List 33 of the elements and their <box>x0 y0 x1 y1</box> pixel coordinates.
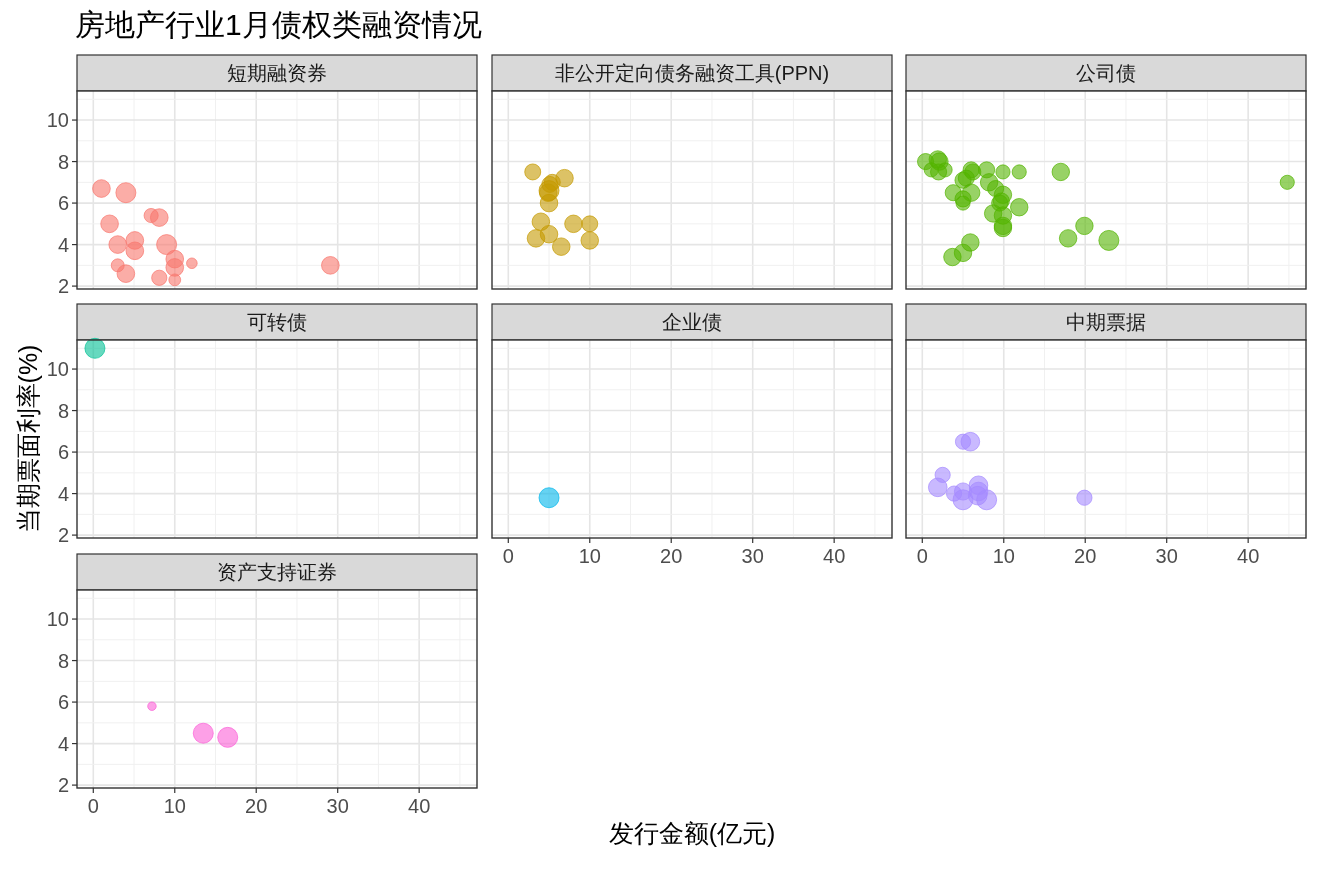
ytick: 6 <box>57 192 69 215</box>
ytick: 2 <box>57 524 69 547</box>
xtick: 20 <box>1074 545 1097 567</box>
xtick: 40 <box>1237 545 1260 567</box>
xtick: 0 <box>502 545 514 567</box>
xtick: 10 <box>578 545 601 567</box>
xlabel: 发行金额(亿元) <box>608 819 776 847</box>
xtick: 30 <box>1155 545 1178 567</box>
ytick: 8 <box>57 399 69 422</box>
ytick: 10 <box>46 109 69 132</box>
xtick: 0 <box>87 795 99 817</box>
ytick: 2 <box>57 774 69 797</box>
xtick: 20 <box>245 795 268 817</box>
title: 房地产行业1月债权类融资情况 <box>75 8 482 41</box>
ytick: 10 <box>46 358 69 381</box>
ytick: 6 <box>57 691 69 714</box>
xtick: 10 <box>163 795 186 817</box>
ytick: 2 <box>57 275 69 298</box>
xtick: 30 <box>326 795 349 817</box>
xtick: 40 <box>408 795 431 817</box>
xtick: 30 <box>741 545 764 567</box>
ylabel: 当期票面利率(%) <box>14 344 42 534</box>
xtick: 40 <box>823 545 846 567</box>
ytick: 4 <box>57 732 69 755</box>
ytick: 4 <box>57 482 69 505</box>
xtick: 0 <box>916 545 928 567</box>
ytick: 8 <box>57 649 69 672</box>
ytick: 4 <box>57 233 69 256</box>
ytick: 8 <box>57 150 69 173</box>
ytick: 10 <box>46 608 69 631</box>
xtick: 10 <box>992 545 1015 567</box>
xtick: 20 <box>660 545 683 567</box>
ytick: 6 <box>57 441 69 464</box>
